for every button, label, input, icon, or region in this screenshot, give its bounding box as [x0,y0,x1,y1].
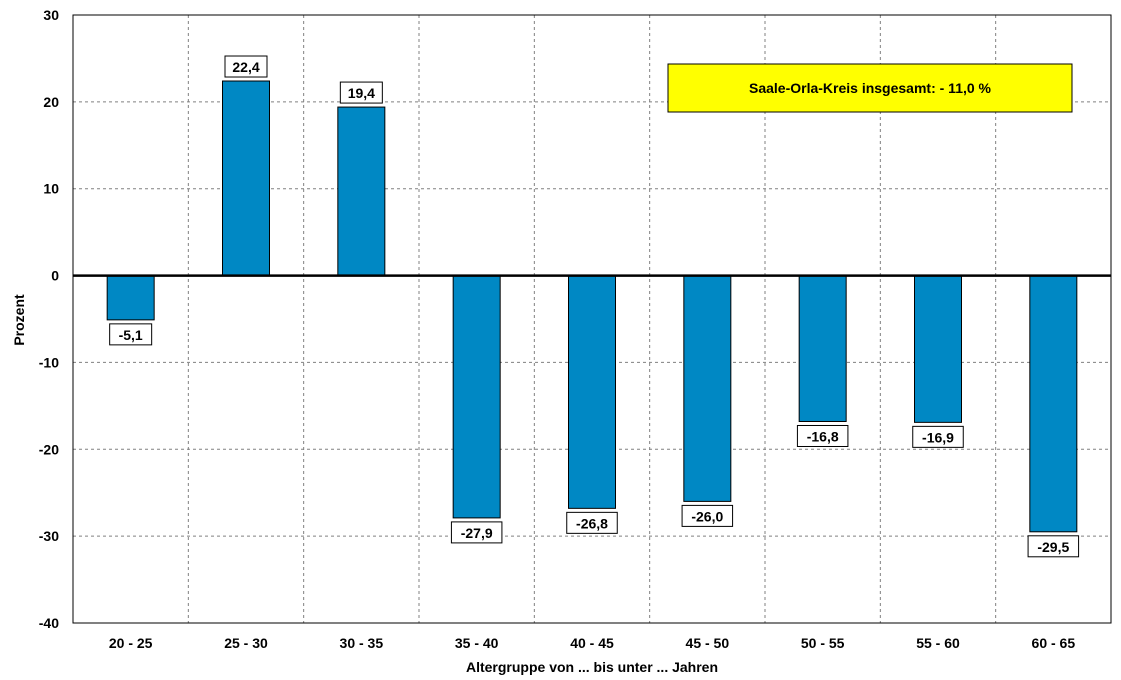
data-label: 19,4 [348,85,375,101]
y-axis-label: Prozent [11,294,27,346]
y-tick-label: 30 [43,7,59,23]
y-tick-label: -30 [39,528,59,544]
data-labels: -5,1 22,4 19,4 -27,9 -26,8 -26,0 -16,8 -16,9 -29… [109,55,1080,558]
x-tick-label: 40 - 45 [570,635,614,651]
bar [337,106,386,277]
bar [222,80,270,277]
bar [568,275,616,509]
bar [106,275,155,321]
y-tick-label: 20 [43,94,59,110]
data-label-box [109,323,153,346]
data-label: -29,5 [1037,539,1069,555]
bar [798,275,847,422]
x-tick-label: 60 - 65 [1032,635,1076,651]
y-tick-label: -10 [39,354,59,370]
data-label: -5,1 [119,327,143,343]
data-label: -27,9 [461,525,493,541]
x-tick-label: 50 - 55 [801,635,845,651]
plot-area [72,14,1112,624]
x-tick-label: 55 - 60 [916,635,960,651]
bar [452,275,501,519]
data-label: -26,0 [691,508,723,524]
data-label-box [339,81,383,104]
data-label-box [566,511,618,534]
data-label: -16,9 [922,429,954,445]
x-axis-label: Altergruppe von ... bis unter ... Jahren [466,659,718,675]
x-tick-label: 20 - 25 [109,635,153,651]
data-label-box [450,521,503,544]
data-label: 22,4 [232,59,259,75]
x-tick-label: 45 - 50 [686,635,730,651]
data-label: -16,8 [807,428,839,444]
data-label-box [224,55,268,78]
y-tick-label: -20 [39,441,59,457]
annotation-text: Saale-Orla-Kreis insgesamt: - 11,0 % [749,80,992,96]
data-label-box [912,425,964,448]
data-label: -26,8 [576,515,608,531]
x-tick-labels: 20 - 25 25 - 30 30 - 35 35 - 40 40 - 45 45 - … [109,635,1075,651]
bar [914,275,962,423]
annotation-box: Saale-Orla-Kreis insgesamt: - 11,0 % [667,63,1073,113]
bar [683,275,732,502]
x-tick-label: 25 - 30 [224,635,268,651]
y-tick-label: -40 [39,615,59,631]
data-label-box [1027,535,1080,558]
x-tick-label: 30 - 35 [340,635,384,651]
annotation-background [667,63,1073,113]
x-tick-label: 35 - 40 [455,635,499,651]
data-label-box [796,424,849,447]
bars [106,80,1078,533]
bar [1029,275,1078,533]
data-label-box [681,504,734,527]
y-tick-labels: 30 20 10 0 -10 -20 -30 -40 [39,7,59,631]
y-tick-label: 0 [51,268,59,284]
y-tick-label: 10 [43,181,59,197]
